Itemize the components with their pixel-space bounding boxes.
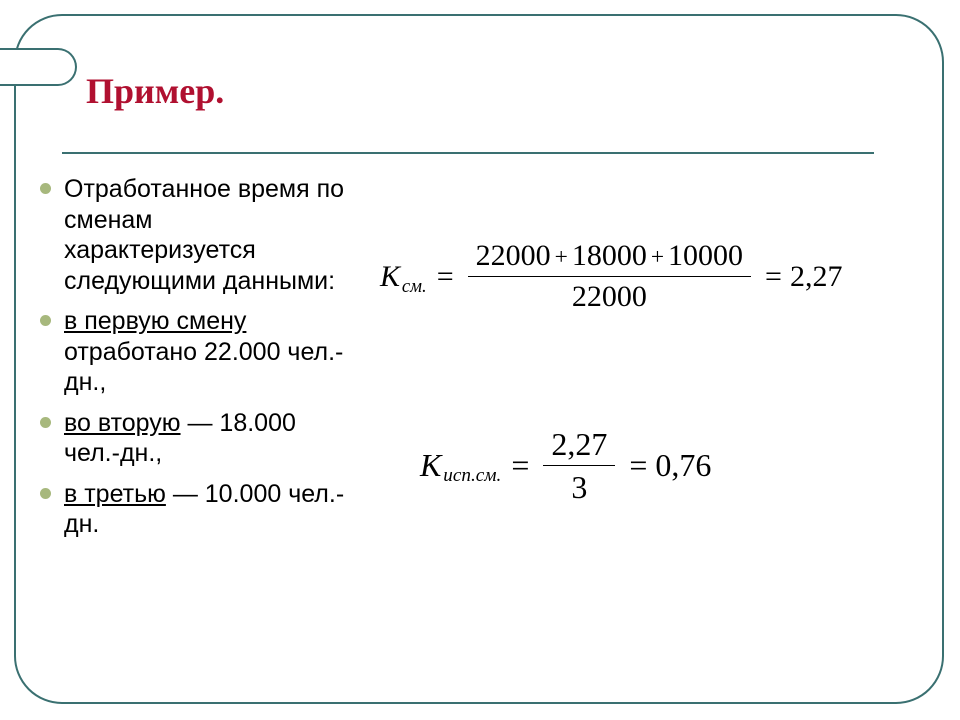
eq1-numerator: 22000+18000+10000: [468, 236, 751, 276]
equation-1: К см. = 22000+18000+10000 22000 = 2,27: [380, 236, 920, 317]
list-item-text: отработано 22.000 чел.-дн.,: [64, 338, 343, 397]
frame-tab: [0, 48, 77, 86]
eq2-subscript: исп.см.: [443, 465, 501, 487]
list-item: во вторую — 18.000 чел.-дн.,: [38, 408, 348, 469]
bullet-list-area: Отработанное время по сменам характеризу…: [38, 174, 348, 550]
eq1-num-b: 18000: [572, 239, 647, 272]
equals-sign: =: [621, 447, 655, 484]
eq1-num-c: 10000: [668, 239, 743, 272]
equals-sign: =: [503, 447, 537, 484]
equation-2: К исп.см. = 2,27 3 = 0,76: [380, 423, 920, 509]
eq2-numerator: 2,27: [543, 423, 615, 465]
eq1-var: К: [380, 260, 400, 294]
list-item-underline: в первую смену: [64, 307, 246, 335]
list-item: Отработанное время по сменам характеризу…: [38, 174, 348, 296]
title-underline: [62, 152, 874, 154]
slide-title: Пример.: [86, 70, 224, 112]
list-item-underline: во вторую: [64, 409, 181, 437]
eq1-fraction: 22000+18000+10000 22000: [468, 236, 751, 317]
list-item-text: Отработанное время по сменам характеризу…: [64, 175, 344, 295]
eq1-result: 2,27: [790, 260, 843, 294]
eq2-result: 0,76: [655, 447, 711, 484]
math-area: К см. = 22000+18000+10000 22000 = 2,27 К…: [380, 200, 920, 509]
eq1-subscript: см.: [402, 276, 427, 298]
eq2-var: К: [420, 447, 441, 484]
list-item-underline: в третью: [64, 480, 166, 508]
list-item: в третью — 10.000 чел.-дн.: [38, 479, 348, 540]
eq2-fraction: 2,27 3: [543, 423, 615, 509]
equals-sign: =: [757, 260, 790, 294]
equals-sign: =: [429, 260, 462, 294]
eq1-denominator: 22000: [564, 277, 655, 317]
list-item: в первую смену отработано 22.000 чел.-дн…: [38, 306, 348, 398]
eq2-denominator: 3: [563, 466, 595, 508]
eq1-num-a: 22000: [476, 239, 551, 272]
